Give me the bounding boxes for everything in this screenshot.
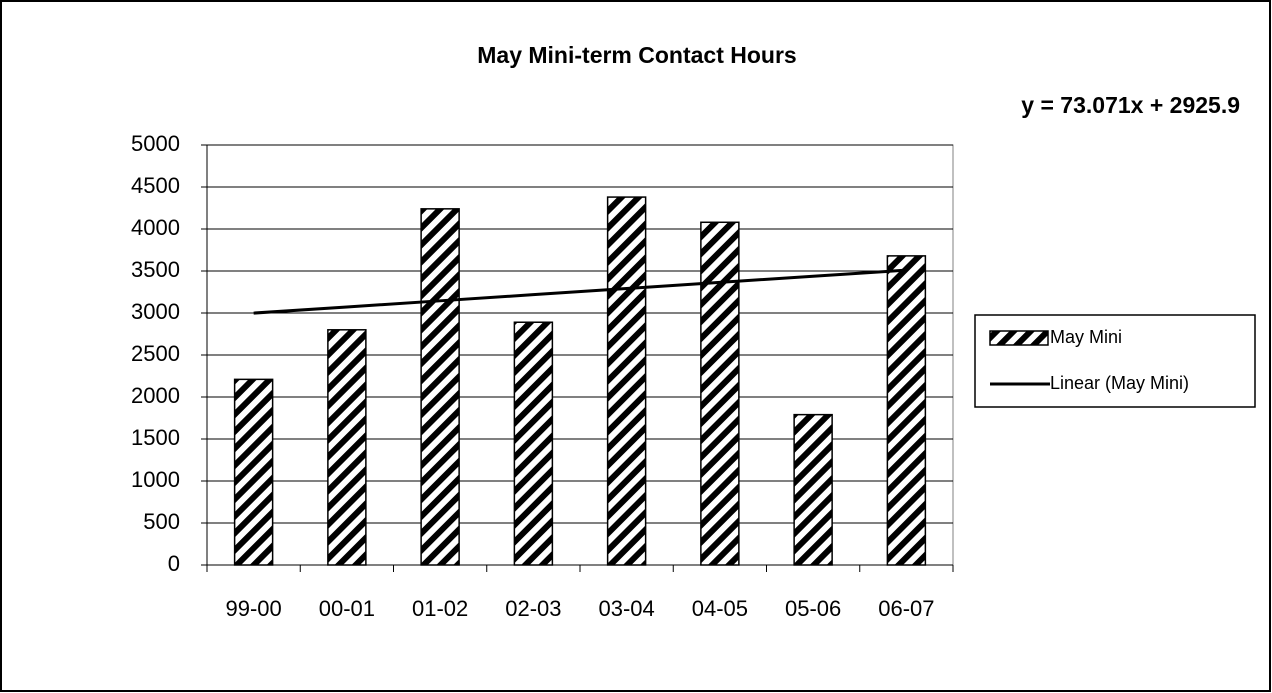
y-tick-label: 3000 [131,299,180,324]
y-tick-label: 1000 [131,467,180,492]
x-tick-label: 06-07 [878,596,934,621]
y-tick-label: 500 [143,509,180,534]
y-tick-label: 4000 [131,215,180,240]
legend-label: May Mini [1050,327,1122,347]
y-tick-label: 2500 [131,341,180,366]
y-tick-label: 3500 [131,257,180,282]
legend-label: Linear (May Mini) [1050,373,1189,393]
x-tick-label: 99-00 [225,596,281,621]
x-tick-label: 04-05 [692,596,748,621]
bar [793,413,833,566]
trendline-equation: y = 73.071x + 2925.9 [1021,92,1240,118]
bar [327,329,367,566]
y-tick-label: 1500 [131,425,180,450]
x-tick-label: 01-02 [412,596,468,621]
y-tick-label: 5000 [131,131,180,156]
y-tick-label: 0 [168,551,180,576]
bar [420,208,460,566]
bar [233,378,274,566]
bar [886,255,927,566]
legend-swatch [989,330,1049,346]
x-tick-label: 02-03 [505,596,561,621]
chart-title: May Mini-term Contact Hours [477,42,796,68]
x-tick-label: 03-04 [598,596,654,621]
x-tick-label: 00-01 [319,596,375,621]
trendline [253,268,907,315]
bar [513,321,554,566]
y-tick-label: 4500 [131,173,180,198]
bar [606,196,647,566]
x-tick-label: 05-06 [785,596,841,621]
bar [700,221,740,566]
y-tick-label: 2000 [131,383,180,408]
